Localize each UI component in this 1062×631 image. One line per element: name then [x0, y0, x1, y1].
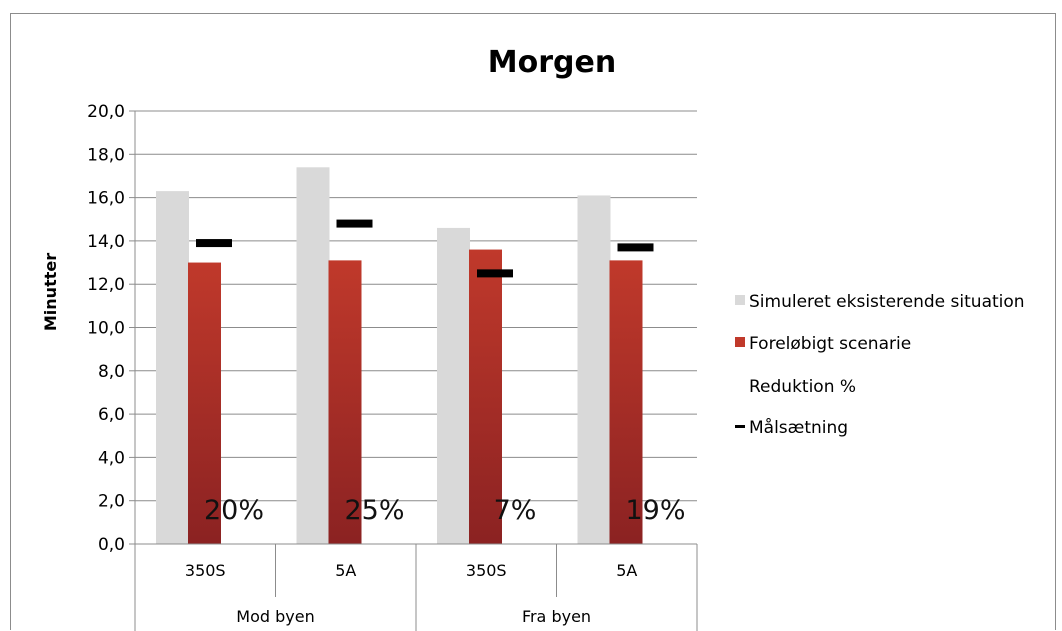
- y-tick-label: 10,0: [87, 319, 125, 339]
- target-marker: [617, 243, 654, 252]
- x-axis: 350S 5A 350S 5A Mod byen Fra byen: [134, 543, 698, 631]
- legend-label: Simuleret eksisterende situation: [749, 292, 1025, 312]
- legend-swatch-target: [735, 425, 745, 428]
- target-marker: [477, 269, 513, 278]
- bars: [156, 167, 643, 545]
- bar-scenario: [469, 249, 502, 544]
- y-tick-label: 8,0: [98, 362, 125, 382]
- target-marker: [196, 239, 232, 248]
- reduction-label: 20%: [204, 495, 264, 526]
- legend-label: Foreløbigt scenarie: [749, 334, 911, 354]
- bar-existing: [156, 191, 189, 545]
- reduction-label: 25%: [344, 495, 404, 526]
- y-tick-label: 6,0: [98, 405, 125, 425]
- y-tick-label: 4,0: [98, 448, 125, 468]
- y-tick-label: 20,0: [87, 102, 125, 122]
- x-category-label: 5A: [616, 561, 637, 580]
- reduction-labels: 20% 25% 7% 19%: [204, 495, 686, 526]
- legend-swatch-scenario: [735, 337, 745, 347]
- legend-label: Målsætning: [749, 417, 848, 438]
- y-tick-label: 2,0: [98, 492, 125, 512]
- legend: Simuleret eksisterende situation Foreløbi…: [735, 292, 1025, 438]
- y-tick-label: 12,0: [87, 275, 125, 295]
- y-tick-label: 16,0: [87, 189, 125, 209]
- reduction-label: 19%: [625, 495, 685, 526]
- bar-scenario: [188, 262, 221, 544]
- target-marker: [336, 219, 373, 228]
- target-markers: [196, 219, 654, 278]
- bar-existing: [296, 167, 330, 545]
- y-tick-label: 18,0: [87, 145, 125, 165]
- legend-swatch-existing: [735, 295, 745, 305]
- x-category-label: 350S: [466, 561, 507, 580]
- y-tick-label: 14,0: [87, 232, 125, 252]
- y-axis-ticks: 0,0 2,0 4,0 6,0 8,0 10,0 12,0 14,0 16,0 18,0 20,0: [87, 102, 125, 555]
- y-axis-label: Minutter: [41, 253, 60, 331]
- x-group-label: Mod byen: [236, 607, 314, 626]
- x-category-label: 5A: [335, 561, 356, 580]
- reduction-label: 7%: [494, 495, 537, 526]
- bar-scenario: [328, 260, 362, 544]
- chart-frame: Morgen Minutter 0,0 2,0 4,0 6,0 8,0 10,0 12,0 1…: [10, 13, 1056, 631]
- chart-canvas: Morgen Minutter 0,0 2,0 4,0 6,0 8,0 10,0 12,0 1…: [41, 45, 1025, 631]
- y-tick-label: 0,0: [98, 535, 125, 555]
- x-group-label: Fra byen: [522, 607, 591, 626]
- legend-label: Reduktion %: [749, 377, 856, 397]
- bar-existing: [577, 195, 611, 544]
- x-category-label: 350S: [185, 561, 226, 580]
- chart-title: Morgen: [488, 45, 616, 80]
- bar-scenario: [609, 260, 643, 544]
- bar-existing: [437, 227, 470, 544]
